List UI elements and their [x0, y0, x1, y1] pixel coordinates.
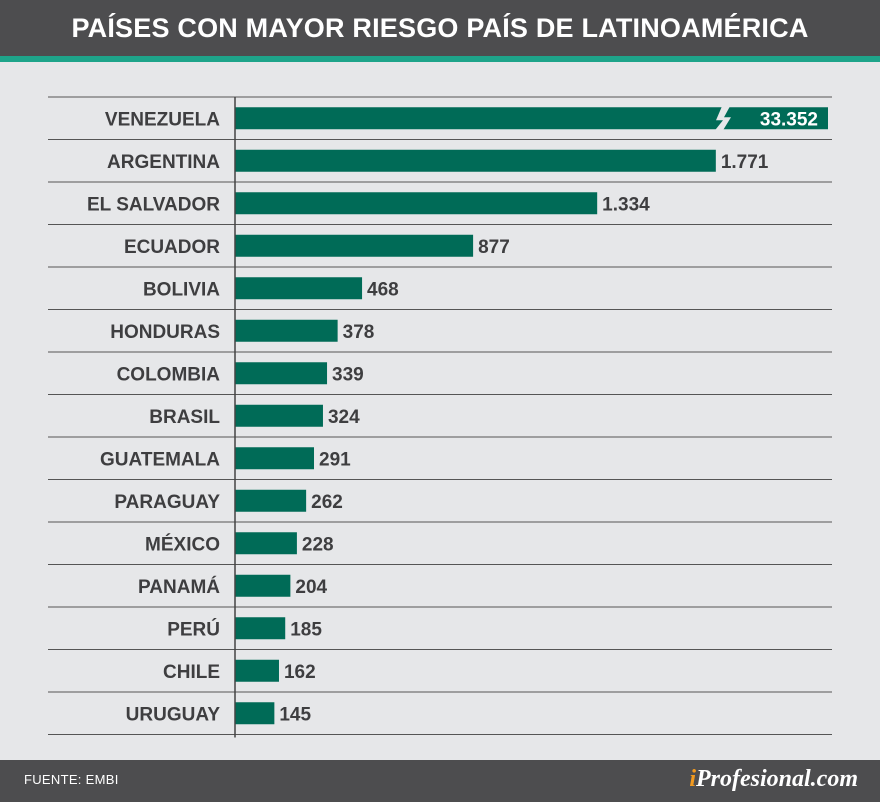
bar — [235, 617, 286, 640]
category-label: PARAGUAY — [114, 492, 220, 513]
category-label: BRASIL — [149, 407, 220, 428]
bar — [235, 532, 297, 555]
bar — [235, 574, 291, 597]
value-label: 204 — [295, 577, 327, 598]
value-label: 262 — [311, 492, 343, 513]
brand-logo-text: Profesional.com — [696, 766, 858, 792]
value-label: 291 — [319, 449, 351, 470]
category-label: PERÚ — [167, 618, 220, 640]
category-label: URUGUAY — [126, 704, 221, 725]
page-title: PAÍSES CON MAYOR RIESGO PAÍS DE LATINOAM… — [71, 12, 809, 43]
category-label: ECUADOR — [124, 237, 220, 258]
category-label: VENEZUELA — [105, 109, 220, 130]
header-accent-rule — [0, 56, 880, 62]
bar — [235, 319, 338, 342]
bar — [235, 234, 474, 257]
bar-chart: VENEZUELA 33.352 ARGENTINA 1.771 EL SALVADOR… — [48, 96, 832, 738]
value-label: 162 — [284, 662, 316, 683]
category-label: EL SALVADOR — [87, 194, 220, 215]
brand-logo-i: i — [689, 766, 696, 792]
category-label: HONDURAS — [110, 322, 220, 343]
category-label: PANAMÁ — [138, 576, 220, 598]
value-label: 1.334 — [602, 194, 650, 215]
header: PAÍSES CON MAYOR RIESGO PAÍS DE LATINOAM… — [0, 0, 880, 56]
category-label: GUATEMALA — [100, 449, 220, 470]
value-label: 324 — [328, 407, 360, 428]
value-label: 1.771 — [721, 152, 769, 173]
bar — [235, 404, 323, 427]
value-label: 339 — [332, 364, 364, 385]
bar — [235, 489, 307, 512]
bar — [235, 362, 328, 385]
category-label: CHILE — [163, 662, 220, 683]
value-label: 877 — [478, 237, 510, 258]
value-label: 228 — [302, 534, 334, 555]
footer: FUENTE: EMBI iProfesional.com — [0, 760, 880, 802]
value-label: 33.352 — [760, 109, 818, 130]
category-label: COLOMBIA — [117, 364, 221, 385]
source-note: FUENTE: EMBI — [24, 772, 119, 787]
bar — [235, 447, 315, 470]
value-label: 185 — [290, 619, 322, 640]
category-label: BOLIVIA — [143, 279, 220, 300]
category-label: MÉXICO — [145, 533, 220, 555]
value-label: 468 — [367, 279, 399, 300]
bar — [235, 702, 275, 725]
bar — [235, 277, 363, 300]
brand-logo: iProfesional.com — [689, 766, 858, 793]
category-label: ARGENTINA — [107, 152, 220, 173]
bar — [235, 149, 716, 172]
value-label: 378 — [343, 322, 375, 343]
bar — [235, 659, 279, 682]
axis-break-mark — [715, 106, 731, 131]
value-label: 145 — [279, 704, 311, 725]
bar — [235, 107, 828, 130]
bar — [235, 192, 598, 215]
